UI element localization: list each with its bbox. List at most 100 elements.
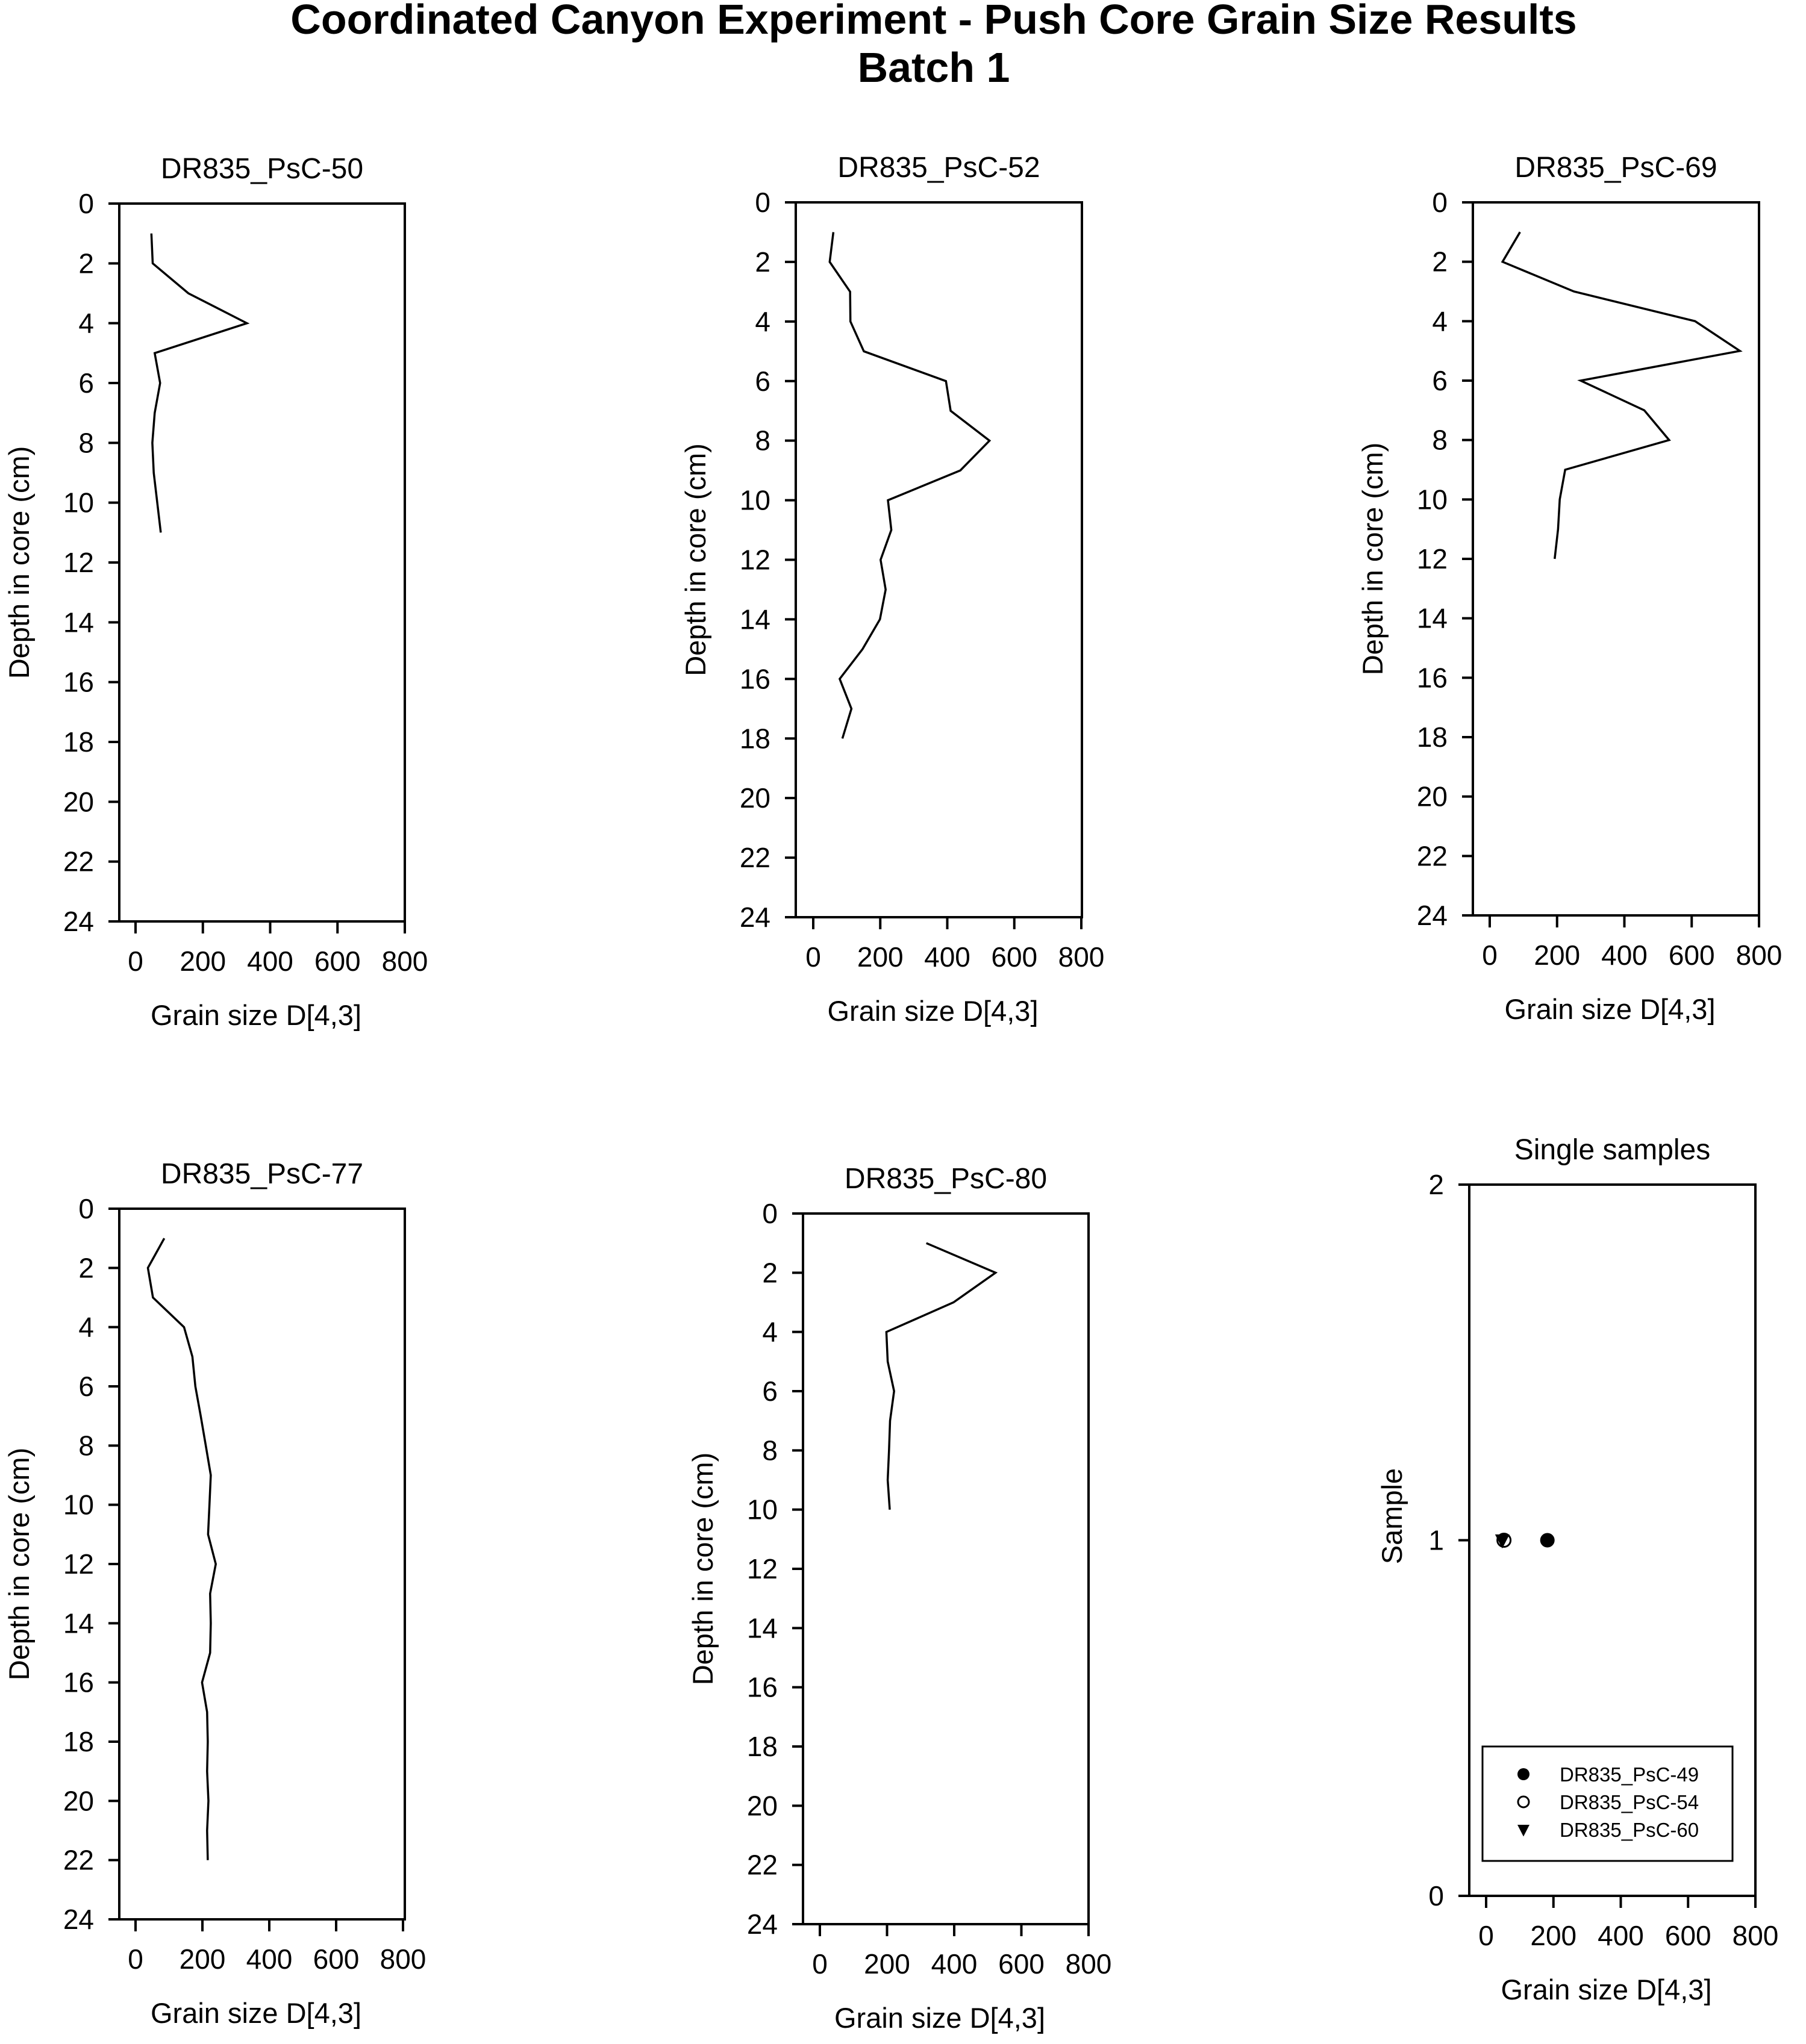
y-tick-label: 20 [747,1790,778,1821]
y-tick-label: 24 [747,1908,778,1940]
y-tick-label: 4 [78,308,94,339]
y-tick-label: 0 [1432,187,1448,218]
main-title-line-1: Coordinated Canyon Experiment - Push Cor… [290,0,1576,43]
y-tick-label: 4 [1432,305,1448,337]
y-tick-label: 4 [762,1316,778,1348]
x-tick-label: 200 [864,1948,910,1980]
x-axis-label: Grain size D[4,3] [151,999,361,1031]
legend: DR835_PsC-49 DR835_PsC-54 DR835_PsC-60 [1481,1745,1734,1862]
y-tick-label: 14 [747,1612,778,1644]
x-tick-label: 800 [1733,1920,1779,1951]
y-axis-label: Depth in core (cm) [3,1448,35,1681]
y-tick-label: 2 [762,1257,778,1288]
y-tick-label: 18 [1417,721,1448,753]
y-tick-label: 6 [78,1371,94,1402]
y-tick-label: 24 [740,902,770,933]
series-line [885,1242,998,1510]
x-tick-label: 800 [1058,941,1105,973]
legend-marker [1517,1768,1529,1780]
y-tick-label: 10 [747,1494,778,1525]
x-axis-label: Grain size D[4,3] [827,995,1038,1027]
y-tick-label: 2 [755,246,770,278]
y-tick-label: 12 [63,1548,94,1580]
x-tick-label: 400 [1601,939,1648,971]
y-tick-label: 0 [755,187,770,218]
y-tick-label: 20 [740,782,770,814]
x-tick-label: 600 [991,941,1037,973]
y-tick-label: 8 [78,1430,94,1461]
y-tick-label: 8 [1432,425,1448,456]
y-axis-label: Depth in core (cm) [687,1453,719,1686]
x-tick-label: 800 [382,946,428,977]
y-tick-label: 24 [1417,900,1448,931]
x-tick-label: 600 [314,946,361,977]
y-tick-label: 16 [63,1667,94,1698]
x-tick-label: 400 [246,1943,293,1975]
y-tick-label: 14 [63,1607,94,1639]
panel-title: DR835_PsC-80 [845,1163,1047,1195]
x-axis-label: Grain size D[4,3] [1501,1974,1711,2005]
x-tick-label: 600 [998,1948,1045,1980]
data-point [1495,1534,1510,1549]
x-tick-label: 400 [247,946,293,977]
y-tick-label: 4 [78,1312,94,1343]
y-tick-label: 6 [78,367,94,399]
panel-title: DR835_PsC-50 [161,153,363,185]
y-tick-label: 20 [1417,781,1448,812]
series-line [1501,231,1743,559]
panel-title: DR835_PsC-77 [161,1158,363,1190]
x-tick-label: 200 [1534,939,1580,971]
x-tick-label: 400 [1598,1920,1644,1951]
x-tick-label: 600 [1669,939,1715,971]
y-tick-label: 0 [78,1193,94,1224]
y-tick-label: 16 [63,667,94,698]
y-tick-label: 6 [762,1376,778,1407]
y-tick-label: 24 [63,1904,94,1935]
y-axis-label: Depth in core (cm) [680,443,711,676]
y-tick-label: 12 [63,547,94,578]
series-line [146,1238,217,1860]
series-line [828,232,992,739]
x-tick-label: 800 [1066,1948,1112,1980]
y-tick-label: 8 [755,425,770,456]
y-tick-label: 18 [747,1731,778,1762]
y-tick-label: 10 [63,487,94,519]
y-tick-label: 22 [63,1845,94,1876]
legend-marker [1517,1824,1529,1837]
x-tick-label: 0 [1478,1920,1494,1951]
x-tick-label: 0 [805,941,821,973]
y-tick-label: 12 [1417,543,1448,575]
x-tick-label: 600 [1665,1920,1711,1951]
y-axis-label: Depth in core (cm) [3,446,35,679]
main-title-line-2: Batch 1 [858,44,1010,91]
y-tick-label: 10 [1417,484,1448,515]
x-tick-label: 0 [128,1943,143,1975]
y-tick-label: 0 [78,188,94,219]
y-tick-label: 2 [1428,1169,1444,1200]
y-tick-label: 20 [63,786,94,817]
legend-marker [1517,1795,1530,1809]
x-tick-label: 0 [812,1948,828,1980]
y-tick-label: 10 [63,1489,94,1521]
legend-label: DR835_PsC-60 [1560,1819,1699,1841]
legend-label: DR835_PsC-49 [1560,1763,1699,1786]
y-tick-label: 2 [78,1252,94,1283]
panel-title: Single samples [1514,1134,1711,1166]
panel-title: DR835_PsC-69 [1514,152,1717,184]
x-axis-label: Grain size D[4,3] [151,1997,361,2029]
series-line [150,233,250,533]
x-tick-label: 200 [1530,1920,1576,1951]
chart-panel-6: Single samples 0 1 2 0 200 400 600 800 Grain size… [1376,1134,1778,2005]
y-tick-label: 8 [762,1435,778,1466]
y-tick-label: 0 [1428,1880,1444,1912]
x-axis-label: Grain size D[4,3] [834,2002,1045,2034]
y-tick-label: 4 [755,306,770,337]
x-tick-label: 400 [924,941,970,973]
